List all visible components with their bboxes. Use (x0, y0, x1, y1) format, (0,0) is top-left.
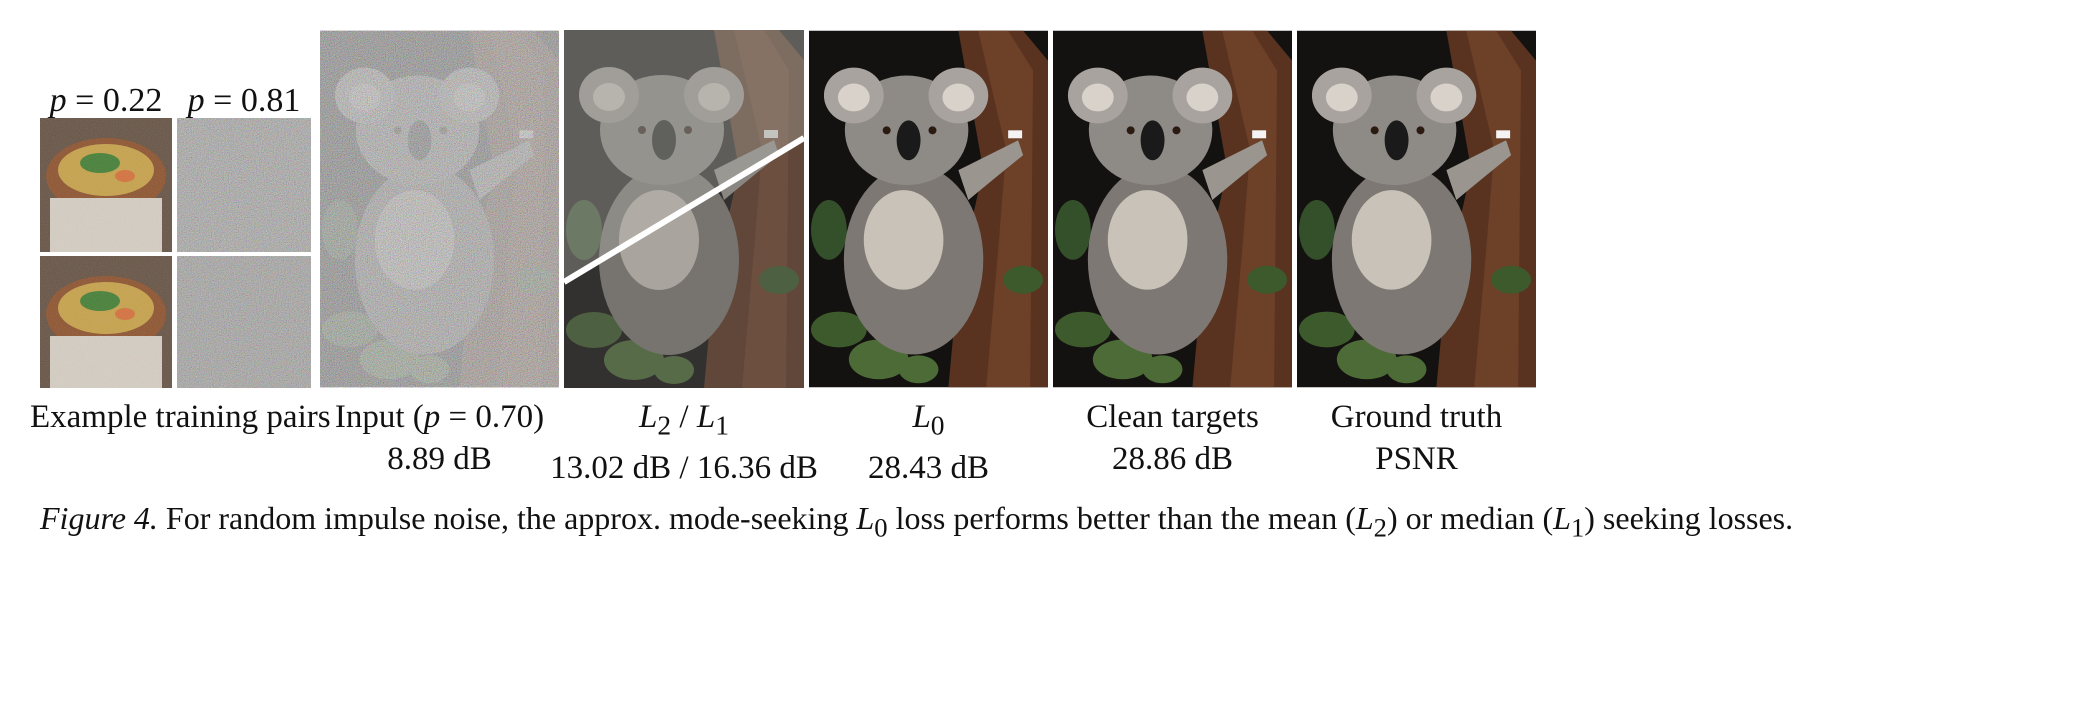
clean-targets-psnr: 28.86 dB (1111, 441, 1233, 477)
training-pairs-label: Example training pairs (30, 399, 331, 435)
ground-truth-panel-image (1297, 30, 1536, 388)
training-pair-noise-top (177, 118, 311, 252)
training-pair-food-top (40, 118, 172, 252)
l2-l1-panel-image (564, 30, 804, 388)
ground-truth-psnr: PSNR (1375, 441, 1458, 477)
input-panel-image (320, 30, 559, 388)
l0-label: L0 28.43 dB (809, 398, 1048, 487)
l2-l1-psnr: 13.02 dB / 16.36 dB (550, 449, 818, 486)
figure-caption: Figure 4. For random impulse noise, the … (40, 500, 1794, 543)
pair-header-right: p = 0.81 (187, 82, 301, 119)
l0-psnr: 28.43 dB (867, 449, 989, 486)
clean-targets-panel-image (1053, 30, 1292, 388)
l2-l1-label: L2 / L1 13.02 dB / 16.36 dB (540, 398, 828, 487)
clean-targets-label: Clean targets 28.86 dB (1053, 398, 1292, 478)
training-pair-noise-bottom (177, 256, 311, 388)
training-pair-food-bottom (40, 256, 172, 388)
ground-truth-label: Ground truth PSNR (1297, 398, 1536, 478)
pair-header-left: p = 0.22 (49, 82, 163, 119)
input-psnr: 8.89 dB (387, 441, 492, 477)
l0-panel-image (809, 30, 1048, 388)
input-label: Input (p = 0.70) 8.89 dB (320, 398, 559, 478)
